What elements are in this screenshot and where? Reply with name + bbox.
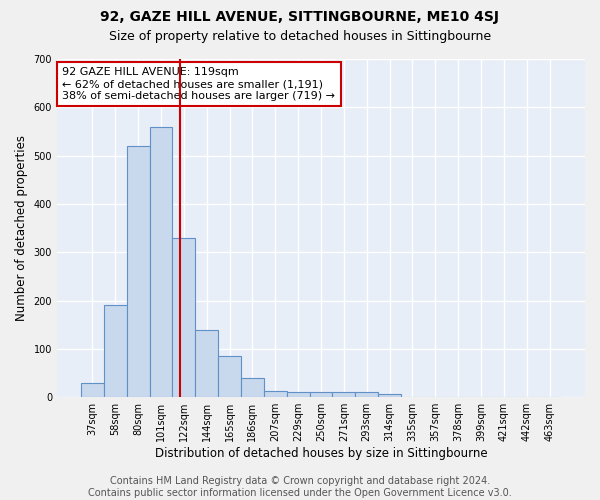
- Bar: [264, 391, 287, 397]
- Text: 92 GAZE HILL AVENUE: 119sqm
← 62% of detached houses are smaller (1,191)
38% of : 92 GAZE HILL AVENUE: 119sqm ← 62% of det…: [62, 68, 335, 100]
- Text: 92, GAZE HILL AVENUE, SITTINGBOURNE, ME10 4SJ: 92, GAZE HILL AVENUE, SITTINGBOURNE, ME1…: [101, 10, 499, 24]
- Bar: [378, 394, 401, 397]
- Bar: [172, 238, 195, 397]
- Text: Size of property relative to detached houses in Sittingbourne: Size of property relative to detached ho…: [109, 30, 491, 43]
- Bar: [332, 392, 355, 397]
- Bar: [310, 392, 332, 397]
- Bar: [355, 392, 378, 397]
- Bar: [218, 356, 241, 397]
- Bar: [241, 378, 264, 397]
- Bar: [149, 126, 172, 397]
- Bar: [104, 306, 127, 397]
- Bar: [287, 392, 310, 397]
- Text: Contains HM Land Registry data © Crown copyright and database right 2024.
Contai: Contains HM Land Registry data © Crown c…: [88, 476, 512, 498]
- Bar: [195, 330, 218, 397]
- Bar: [81, 382, 104, 397]
- Y-axis label: Number of detached properties: Number of detached properties: [15, 135, 28, 321]
- X-axis label: Distribution of detached houses by size in Sittingbourne: Distribution of detached houses by size …: [155, 447, 487, 460]
- Bar: [127, 146, 149, 397]
